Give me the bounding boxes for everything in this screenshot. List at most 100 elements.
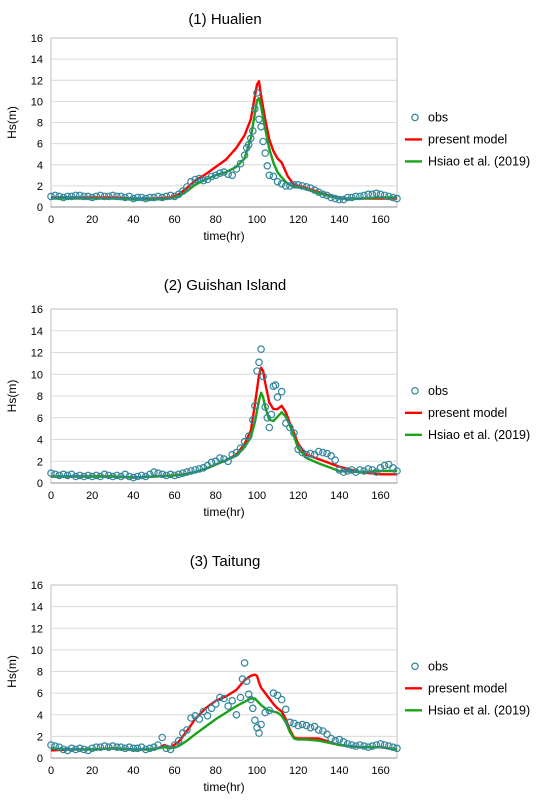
- obs-point: [306, 723, 315, 732]
- obs-point: [92, 192, 101, 201]
- obs-point: [71, 191, 80, 200]
- obs-point: [174, 470, 183, 479]
- obs-point: [343, 467, 352, 475]
- obs-point: [162, 744, 171, 753]
- obs-point: [154, 469, 162, 478]
- obs-point: [273, 177, 282, 186]
- x-tick-label: 60: [168, 214, 180, 226]
- obs-point: [207, 704, 216, 713]
- y-tick-label: 12: [31, 348, 43, 360]
- obs-point: [121, 744, 129, 753]
- y-tick-label: 8: [37, 118, 43, 130]
- x-tick-label: 0: [48, 214, 54, 226]
- obs-point: [286, 718, 294, 727]
- obs-point: [281, 182, 290, 190]
- obs-point: [113, 743, 121, 752]
- obs-point: [195, 174, 204, 183]
- obs-point: [331, 194, 340, 203]
- x-tick-label: 140: [330, 214, 348, 226]
- obs-point: [368, 466, 377, 474]
- obs-point: [380, 461, 389, 470]
- obs-point: [364, 190, 373, 199]
- obs-point: [183, 726, 191, 734]
- obs-point: [146, 193, 154, 202]
- obs-point: [343, 193, 352, 202]
- y-axis-label: Hs(m): [5, 106, 19, 139]
- obs-point: [96, 191, 105, 200]
- obs-point: [255, 115, 263, 124]
- obs-point: [170, 192, 179, 201]
- obs-point: [249, 704, 257, 713]
- obs-point: [76, 744, 84, 753]
- obs-point: [323, 730, 331, 739]
- x-tick-label: 100: [248, 214, 266, 226]
- y-tick-label: 2: [37, 181, 43, 193]
- y-tick-label: 16: [31, 33, 43, 45]
- obs-point: [335, 466, 344, 474]
- obs-point: [360, 742, 368, 750]
- obs-point: [339, 468, 348, 476]
- obs-point: [255, 358, 263, 367]
- x-tick-label: 160: [371, 765, 389, 777]
- obs-point: [203, 711, 212, 720]
- obs-point: [251, 105, 259, 113]
- obs-point: [351, 742, 360, 750]
- obs-point: [343, 740, 352, 748]
- obs-point: [150, 743, 158, 752]
- obs-point: [216, 454, 224, 462]
- obs-point: [271, 381, 280, 389]
- obs-point: [372, 468, 381, 476]
- obs-point: [162, 471, 171, 480]
- obs-point: [380, 191, 389, 200]
- y-tick-label: 12: [31, 75, 43, 87]
- series-line-hsiao-et-al-2019-: [51, 391, 397, 479]
- y-tick-label: 12: [31, 623, 43, 635]
- x-tick-label: 80: [210, 490, 222, 502]
- obs-point: [55, 471, 64, 480]
- obs-point: [244, 140, 253, 149]
- y-tick-label: 4: [37, 435, 43, 447]
- obs-point: [351, 192, 360, 201]
- obs-point: [146, 470, 154, 479]
- legend-label: obs: [428, 384, 448, 398]
- obs-point: [63, 746, 72, 755]
- x-tick-label: 100: [248, 490, 266, 502]
- obs-point: [281, 705, 290, 714]
- obs-point: [84, 471, 92, 480]
- y-tick-label: 14: [31, 326, 43, 338]
- y-tick-label: 6: [37, 139, 43, 151]
- obs-point: [261, 149, 270, 157]
- y-tick-label: 14: [31, 602, 43, 614]
- obs-point: [224, 457, 232, 466]
- y-tick-label: 4: [37, 710, 43, 722]
- obs-point: [249, 127, 257, 135]
- obs-point: [88, 472, 97, 481]
- obs-point: [154, 741, 162, 749]
- obs-point: [327, 734, 335, 743]
- x-axis-label: time(hr): [203, 229, 244, 243]
- obs-point: [80, 745, 88, 754]
- obs-point: [255, 729, 263, 737]
- obs-point: [113, 471, 121, 480]
- obs-point: [302, 721, 311, 730]
- x-tick-label: 140: [330, 490, 348, 502]
- obs-point: [251, 401, 259, 410]
- obs-point: [376, 190, 385, 199]
- obs-point: [104, 192, 113, 201]
- obs-point: [281, 419, 290, 428]
- obs-point: [360, 467, 368, 475]
- obs-point: [265, 171, 274, 180]
- obs-point: [59, 745, 68, 754]
- obs-point: [150, 193, 158, 202]
- obs-point: [84, 746, 92, 755]
- obs-point: [242, 677, 251, 686]
- obs-point: [187, 177, 195, 186]
- legend-label: Hsiao et al. (2019): [428, 428, 530, 442]
- obs-point: [100, 742, 109, 750]
- obs-point: [137, 471, 146, 480]
- obs-point: [195, 465, 204, 473]
- obs-point: [257, 345, 265, 354]
- obs-point: [372, 189, 381, 198]
